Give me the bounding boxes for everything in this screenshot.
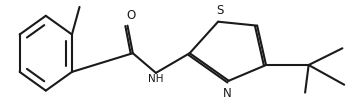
Text: NH: NH bbox=[148, 74, 164, 84]
Text: S: S bbox=[216, 4, 223, 17]
Text: O: O bbox=[126, 9, 136, 22]
Text: N: N bbox=[223, 87, 232, 100]
